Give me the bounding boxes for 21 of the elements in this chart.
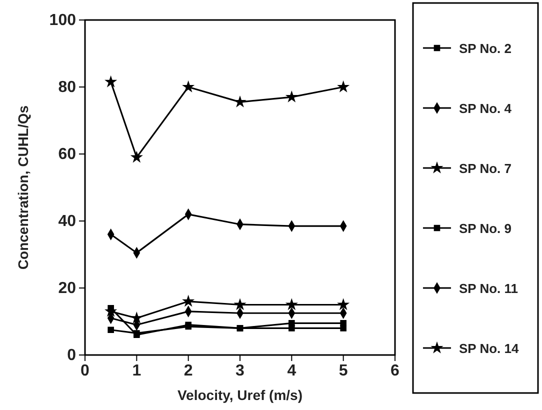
y-tick-label: 60 — [58, 146, 76, 164]
y-tick-label: 0 — [67, 347, 76, 364]
legend-label: SP No. 4 — [459, 101, 512, 116]
y-tick-label: 40 — [58, 213, 76, 230]
x-tick-label: 6 — [390, 362, 400, 380]
y-tick-label: 20 — [58, 280, 76, 298]
x-tick-label: 4 — [287, 362, 296, 380]
x-tick-label: 3 — [236, 362, 245, 380]
x-axis-title: Velocity, Uref (m/s) — [177, 387, 303, 403]
legend-label: SP No. 9 — [459, 221, 512, 236]
x-tick-label: 5 — [338, 362, 348, 380]
x-tick-label: 1 — [132, 362, 142, 380]
x-tick-label: 0 — [80, 362, 90, 380]
legend-label: SP No. 7 — [459, 161, 512, 176]
y-tick-label: 80 — [58, 79, 76, 96]
y-axis-title: Concentration, CUHL/Qs — [15, 105, 31, 270]
legend-label: SP No. 2 — [459, 41, 512, 56]
legend-label: SP No. 11 — [459, 281, 518, 296]
y-tick-label: 100 — [49, 12, 76, 30]
legend-label: SP No. 14 — [459, 341, 520, 356]
x-tick-label: 2 — [184, 362, 193, 380]
